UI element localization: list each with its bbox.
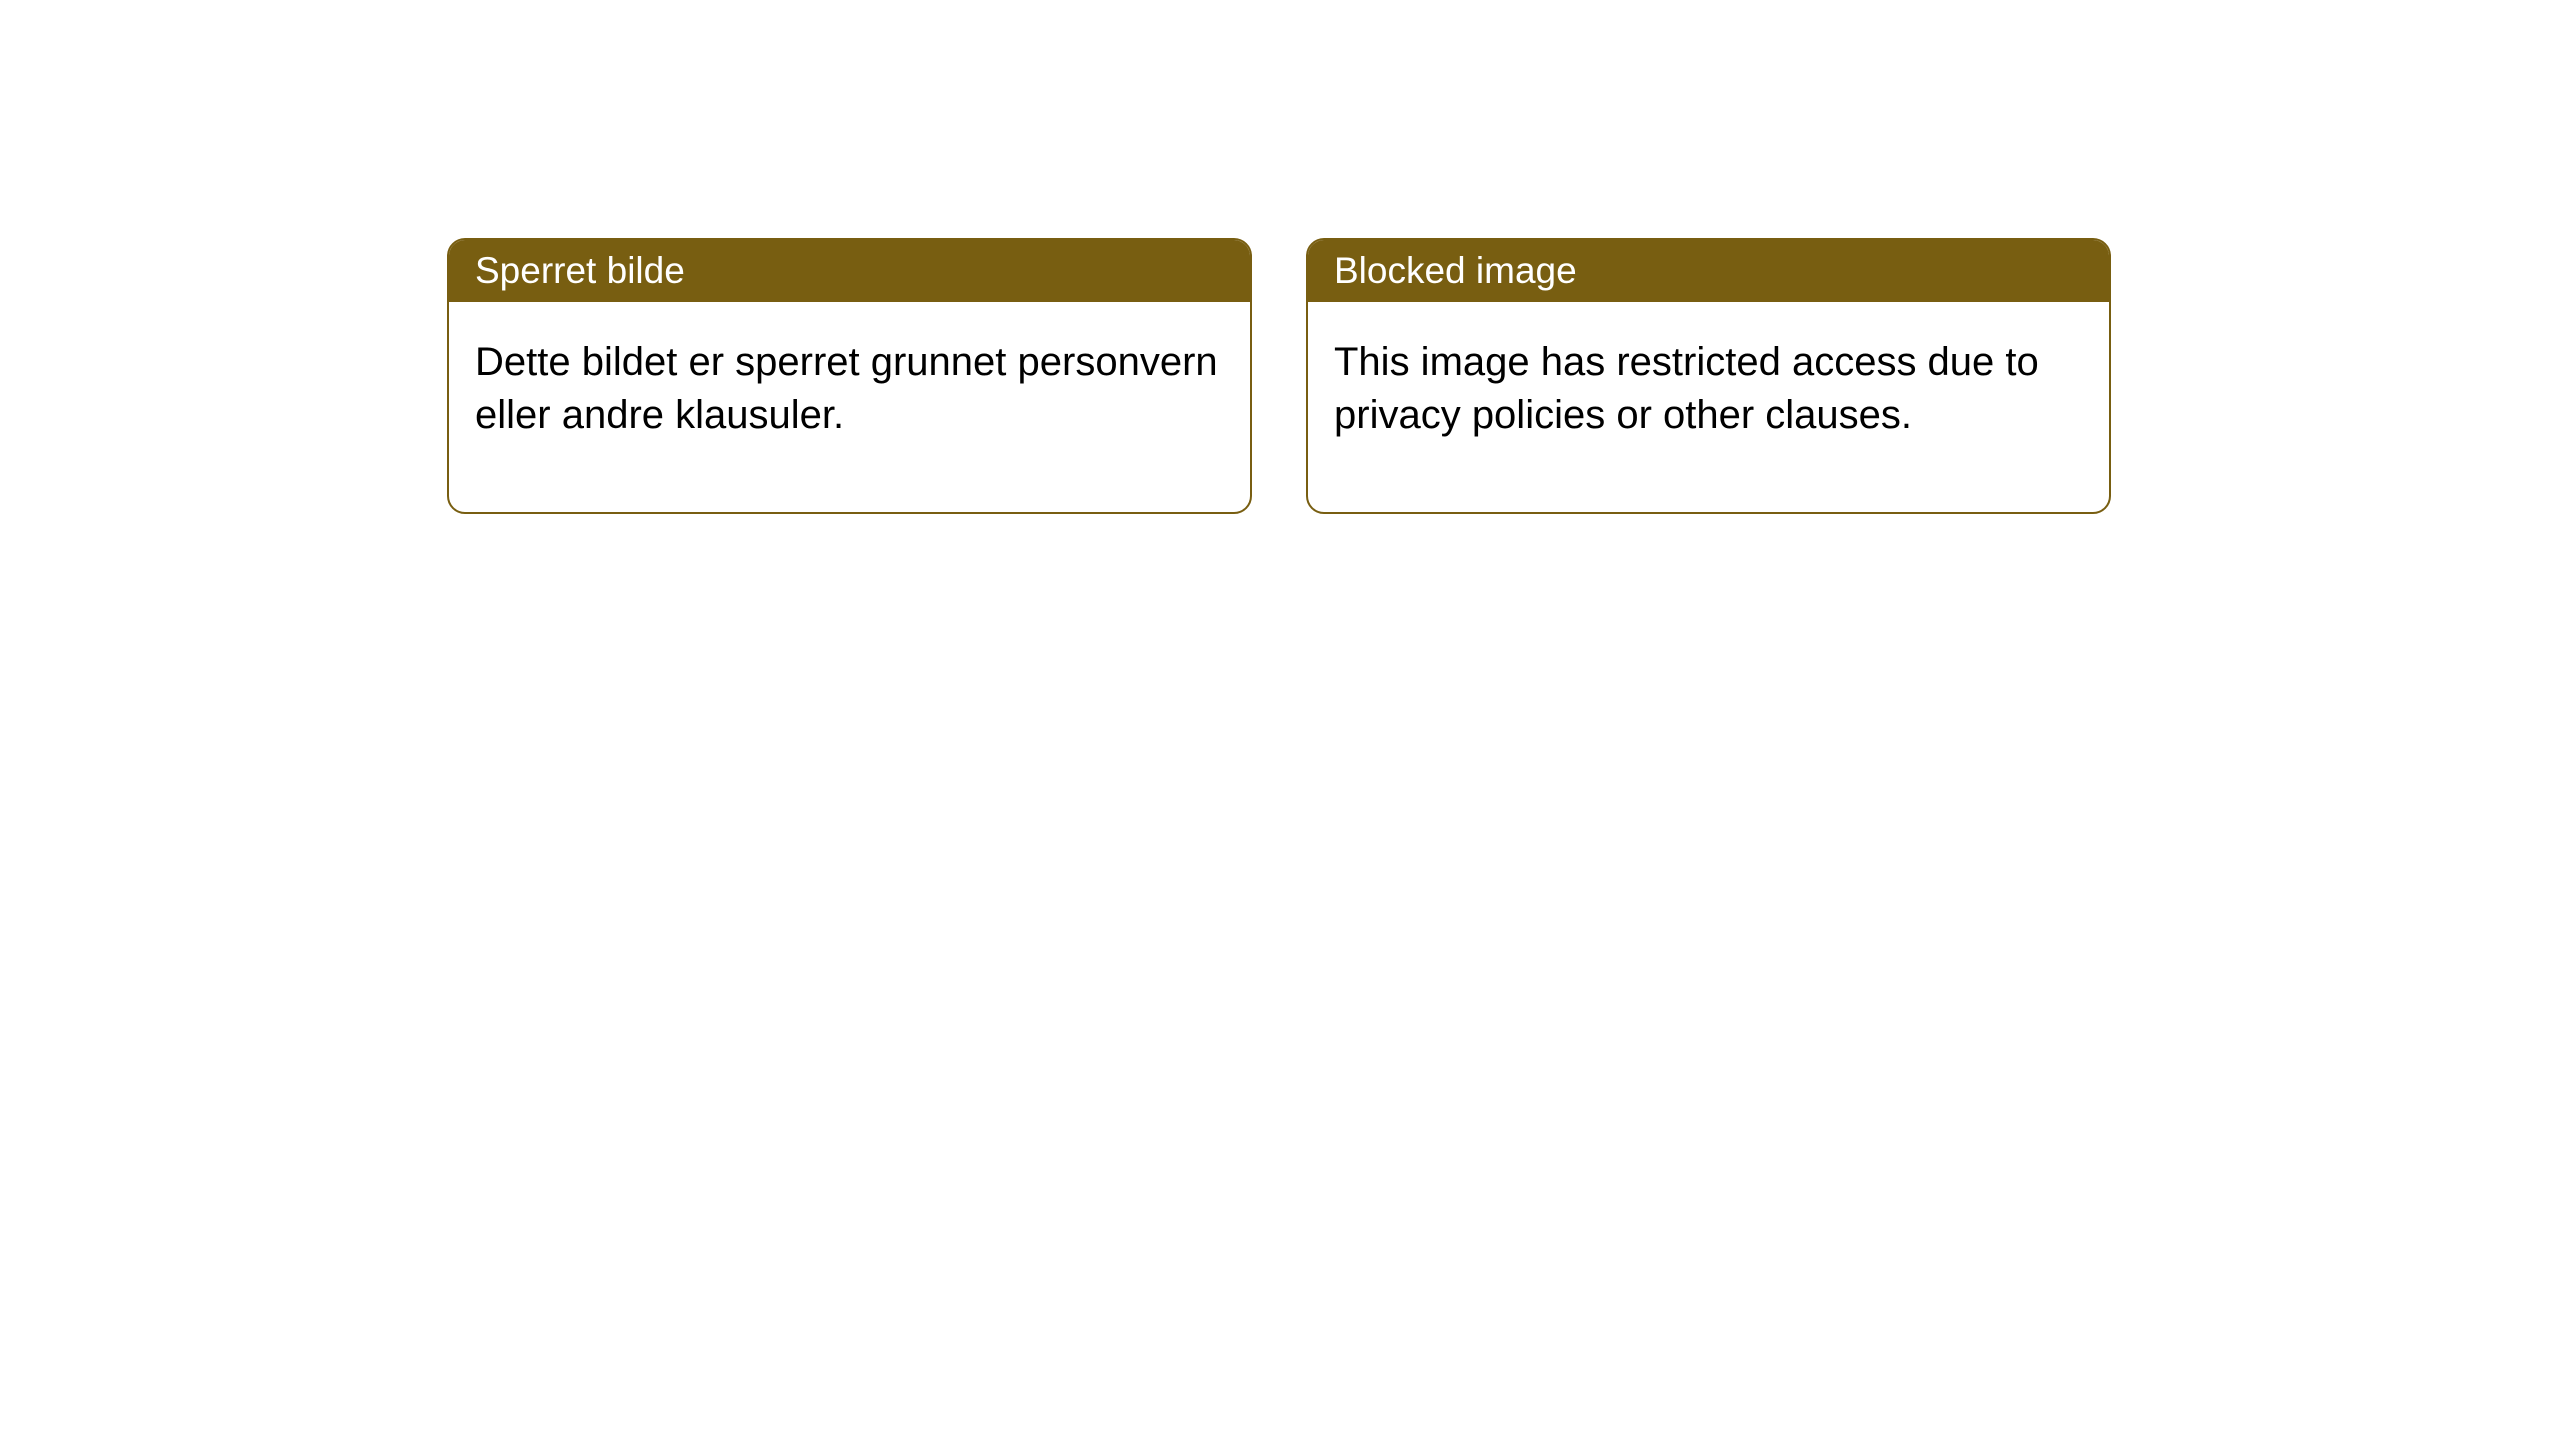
notice-container: Sperret bilde Dette bildet er sperret gr…: [447, 238, 2111, 514]
notice-card-norwegian: Sperret bilde Dette bildet er sperret gr…: [447, 238, 1252, 514]
notice-body-norwegian: Dette bildet er sperret grunnet personve…: [449, 302, 1250, 512]
notice-card-english: Blocked image This image has restricted …: [1306, 238, 2111, 514]
notice-body-english: This image has restricted access due to …: [1308, 302, 2109, 512]
notice-header-english: Blocked image: [1308, 240, 2109, 302]
notice-header-norwegian: Sperret bilde: [449, 240, 1250, 302]
